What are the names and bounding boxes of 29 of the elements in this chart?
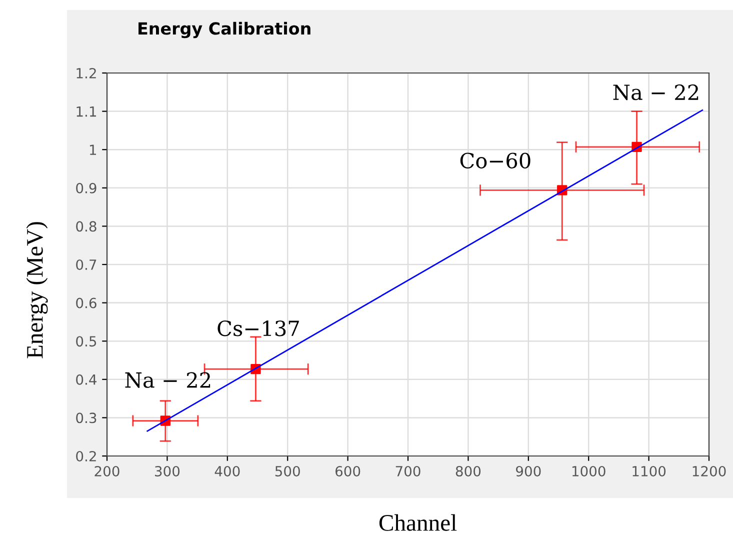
y-tick-label: 0.8 [76,221,96,232]
x-tick-label: 700 [396,466,420,476]
annotation: Co−60 [460,152,530,168]
y-tick-label: 0.7 [76,259,96,270]
x-tick-label: 200 [94,466,120,476]
y-tick-label: 1.2 [76,68,96,78]
x-tick-label: 1100 [632,466,666,476]
x-tick-label: 500 [275,466,300,476]
x-tick-label: 400 [214,466,240,476]
annotation: Cs−137 [218,320,299,336]
y-tick-label: 0.2 [76,450,96,462]
x-tick-label: 1000 [572,466,606,476]
x-axis-title: Channel [379,514,457,531]
y-tick-label: 0.3 [76,412,96,424]
y-tick-label: 1.1 [76,106,96,117]
y-tick-label: 0.6 [76,298,96,308]
chart-title: Energy Calibration [138,22,310,38]
x-tick-label: 900 [516,466,541,476]
x-tick-label: 600 [336,466,360,476]
y-tick-label: 1 [90,144,96,155]
annotation: Na − 22 [125,372,210,388]
annotation: Na − 22 [613,84,698,100]
x-tick-label: 800 [456,466,481,476]
x-tick-label: 300 [155,466,180,476]
y-tick-label: 0.9 [76,182,96,194]
y-tick-label: 0.4 [76,374,96,385]
y-tick-label: 0.5 [76,336,96,347]
y-axis-title: Energy (MeV) [26,222,48,358]
x-tick-label: 1200 [692,466,726,476]
